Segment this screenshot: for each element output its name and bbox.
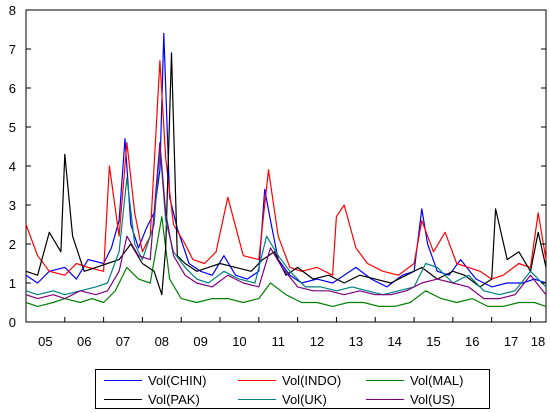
legend-swatch xyxy=(104,380,142,381)
y-axis: 0 1 2 3 4 5 6 7 8 xyxy=(9,3,546,330)
y-tick-label: 4 xyxy=(9,159,16,174)
y-tick-label: 1 xyxy=(9,276,16,291)
series-line-volindo xyxy=(25,60,547,280)
x-tick-label: 15 xyxy=(426,334,440,349)
y-tick-label: 8 xyxy=(9,3,16,18)
y-tick-label: 2 xyxy=(9,237,16,252)
legend-label: Vol(CHIN) xyxy=(148,373,207,388)
legend-label: Vol(MAL) xyxy=(410,373,464,388)
y-tick-label: 6 xyxy=(9,81,16,96)
x-tick-label: 12 xyxy=(310,334,324,349)
y-tick-label: 0 xyxy=(9,315,16,330)
y-tick-label: 7 xyxy=(9,42,16,57)
series-line-volpak xyxy=(25,52,547,296)
legend: Vol(CHIN) Vol(INDO) Vol(MAL) Vol(PAK) Vol(UK… xyxy=(95,369,490,409)
legend-item: Vol(CHIN) xyxy=(104,371,238,390)
series-line-volmal xyxy=(25,216,547,307)
y-tick-label: 5 xyxy=(9,120,16,135)
legend-swatch xyxy=(238,399,276,400)
series-layer xyxy=(25,32,547,307)
legend-swatch xyxy=(104,399,142,400)
x-tick-label: 17 xyxy=(504,334,518,349)
legend-swatch xyxy=(238,380,276,381)
x-tick-label: 06 xyxy=(77,334,91,349)
y-tick-label: 3 xyxy=(9,198,16,213)
series-line-volchin xyxy=(25,32,547,288)
x-tick-label: 14 xyxy=(387,334,401,349)
series-line-voluk xyxy=(25,145,547,296)
x-tick-label: 11 xyxy=(271,334,285,349)
legend-label: Vol(INDO) xyxy=(282,373,342,388)
legend-label: Vol(PAK) xyxy=(148,392,200,407)
legend-item: Vol(INDO) xyxy=(238,371,366,390)
legend-label: Vol(US) xyxy=(410,392,455,407)
x-tick-label: 10 xyxy=(232,334,246,349)
x-tick-label: 13 xyxy=(349,334,363,349)
x-tick-label: 08 xyxy=(155,334,169,349)
legend-item: Vol(PAK) xyxy=(104,390,238,409)
x-tick-label: 09 xyxy=(193,334,207,349)
legend-item: Vol(US) xyxy=(366,390,494,409)
x-tick-label: 18 xyxy=(531,334,545,349)
legend-swatch xyxy=(366,380,404,381)
x-axis: 05 06 07 08 09 10 11 12 13 14 15 16 17 18 xyxy=(25,317,545,349)
legend-label: Vol(UK) xyxy=(282,392,327,407)
legend-swatch xyxy=(366,399,404,400)
x-tick-label: 16 xyxy=(465,334,479,349)
series-line-volus xyxy=(25,142,547,300)
legend-item: Vol(MAL) xyxy=(366,371,494,390)
legend-item: Vol(UK) xyxy=(238,390,366,409)
x-tick-label: 07 xyxy=(116,334,130,349)
x-tick-label: 05 xyxy=(38,334,52,349)
